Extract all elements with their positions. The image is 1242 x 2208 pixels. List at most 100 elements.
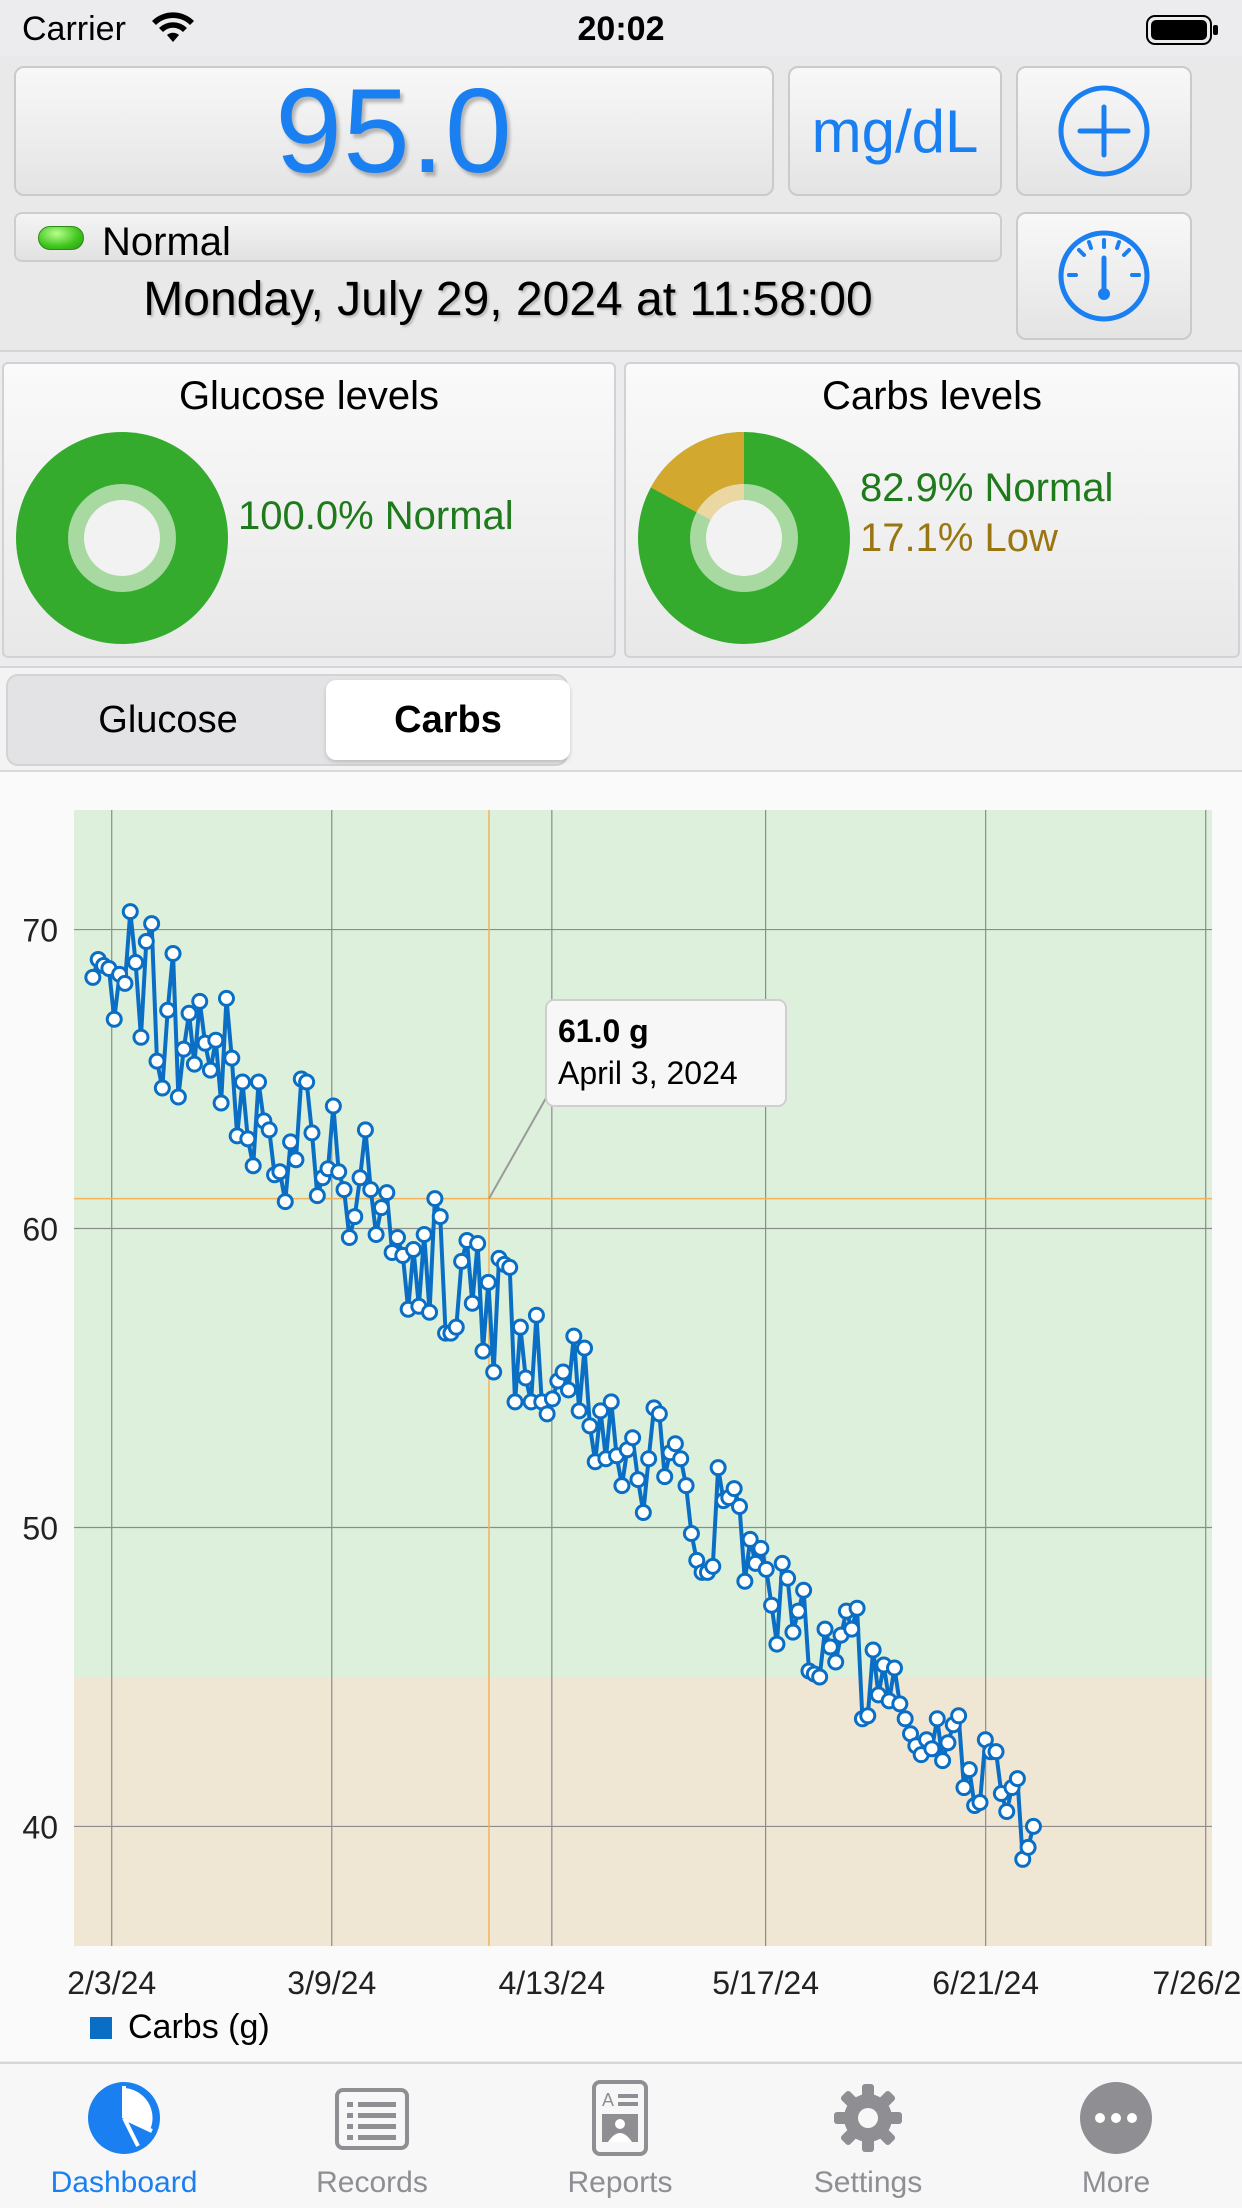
data-point[interactable]: [554, 1363, 572, 1381]
tab-more[interactable]: More: [992, 2064, 1240, 2208]
data-point[interactable]: [153, 1079, 171, 1097]
data-point[interactable]: [116, 974, 134, 992]
data-point[interactable]: [923, 1740, 941, 1758]
data-point[interactable]: [650, 1405, 668, 1423]
data-point[interactable]: [576, 1339, 594, 1357]
data-point[interactable]: [517, 1369, 535, 1387]
glucose-value-display[interactable]: 95.0: [14, 64, 774, 198]
gauge-button[interactable]: [1016, 212, 1192, 340]
data-point[interactable]: [405, 1240, 423, 1258]
data-point[interactable]: [148, 1052, 166, 1070]
data-point[interactable]: [581, 1417, 599, 1435]
data-point[interactable]: [527, 1306, 545, 1324]
data-point[interactable]: [501, 1258, 519, 1276]
data-point[interactable]: [682, 1524, 700, 1542]
data-point[interactable]: [287, 1151, 305, 1169]
data-point[interactable]: [784, 1623, 802, 1641]
data-point[interactable]: [709, 1459, 727, 1477]
data-point[interactable]: [789, 1602, 807, 1620]
data-point[interactable]: [324, 1097, 342, 1115]
data-point[interactable]: [559, 1381, 577, 1399]
data-point[interactable]: [656, 1468, 674, 1486]
data-point[interactable]: [543, 1390, 561, 1408]
data-point[interactable]: [84, 968, 102, 986]
data-point[interactable]: [463, 1294, 481, 1312]
data-point[interactable]: [426, 1190, 444, 1208]
tab-dashboard[interactable]: Dashboard: [0, 2064, 248, 2208]
data-point[interactable]: [308, 1187, 326, 1205]
data-point[interactable]: [372, 1199, 390, 1217]
data-point[interactable]: [121, 903, 139, 921]
data-point[interactable]: [303, 1124, 321, 1142]
data-point[interactable]: [998, 1802, 1016, 1820]
data-point[interactable]: [602, 1393, 620, 1411]
data-point[interactable]: [1008, 1770, 1026, 1788]
data-point[interactable]: [960, 1761, 978, 1779]
data-point[interactable]: [421, 1303, 439, 1321]
data-point[interactable]: [725, 1480, 743, 1498]
data-point[interactable]: [260, 1121, 278, 1139]
data-point[interactable]: [207, 1031, 225, 1049]
data-point[interactable]: [164, 944, 182, 962]
data-point[interactable]: [666, 1435, 684, 1453]
segment-glucose[interactable]: Glucose: [98, 698, 238, 741]
data-point[interactable]: [212, 1094, 230, 1112]
data-point[interactable]: [939, 1734, 957, 1752]
data-point[interactable]: [415, 1226, 433, 1244]
data-point[interactable]: [538, 1405, 556, 1423]
data-point[interactable]: [479, 1273, 497, 1291]
data-point[interactable]: [191, 992, 209, 1010]
data-point[interactable]: [143, 915, 161, 933]
data-point[interactable]: [335, 1181, 353, 1199]
data-point[interactable]: [779, 1569, 797, 1587]
data-point[interactable]: [298, 1073, 316, 1091]
data-point[interactable]: [469, 1234, 487, 1252]
data-point[interactable]: [159, 1001, 177, 1019]
data-point[interactable]: [677, 1477, 695, 1495]
data-point[interactable]: [175, 1040, 193, 1058]
data-point[interactable]: [132, 1028, 150, 1046]
data-point[interactable]: [752, 1539, 770, 1557]
data-point[interactable]: [971, 1794, 989, 1812]
data-point[interactable]: [217, 989, 235, 1007]
data-point[interactable]: [672, 1450, 690, 1468]
data-point[interactable]: [731, 1498, 749, 1516]
data-point[interactable]: [987, 1743, 1005, 1761]
data-point[interactable]: [827, 1653, 845, 1671]
data-point[interactable]: [773, 1554, 791, 1572]
data-point[interactable]: [351, 1169, 369, 1187]
data-point[interactable]: [137, 933, 155, 951]
data-point[interactable]: [928, 1710, 946, 1728]
data-point[interactable]: [105, 1010, 123, 1028]
data-point[interactable]: [447, 1318, 465, 1336]
data-point[interactable]: [474, 1342, 492, 1360]
data-point[interactable]: [934, 1752, 952, 1770]
data-point[interactable]: [570, 1402, 588, 1420]
data-point[interactable]: [346, 1208, 364, 1226]
add-record-button[interactable]: [1016, 66, 1192, 196]
data-point[interactable]: [511, 1318, 529, 1336]
tab-reports[interactable]: A Reports: [496, 2064, 744, 2208]
data-point[interactable]: [757, 1560, 775, 1578]
data-point[interactable]: [859, 1707, 877, 1725]
data-point[interactable]: [955, 1779, 973, 1797]
data-point[interactable]: [811, 1668, 829, 1686]
data-point[interactable]: [592, 1402, 610, 1420]
glucose-levels-card[interactable]: Glucose levels 100.0% Normal: [2, 362, 616, 658]
unit-button[interactable]: mg/dL: [788, 66, 1002, 196]
data-point[interactable]: [843, 1620, 861, 1638]
data-point[interactable]: [185, 1055, 203, 1073]
data-point[interactable]: [169, 1088, 187, 1106]
data-point[interactable]: [795, 1581, 813, 1599]
data-point[interactable]: [362, 1181, 380, 1199]
data-point[interactable]: [565, 1327, 583, 1345]
data-point[interactable]: [378, 1184, 396, 1202]
data-point[interactable]: [180, 1004, 198, 1022]
data-point[interactable]: [613, 1477, 631, 1495]
data-point[interactable]: [244, 1157, 262, 1175]
data-point[interactable]: [736, 1572, 754, 1590]
data-point[interactable]: [485, 1363, 503, 1381]
data-point[interactable]: [885, 1659, 903, 1677]
data-point[interactable]: [624, 1429, 642, 1447]
data-point[interactable]: [1019, 1838, 1037, 1856]
